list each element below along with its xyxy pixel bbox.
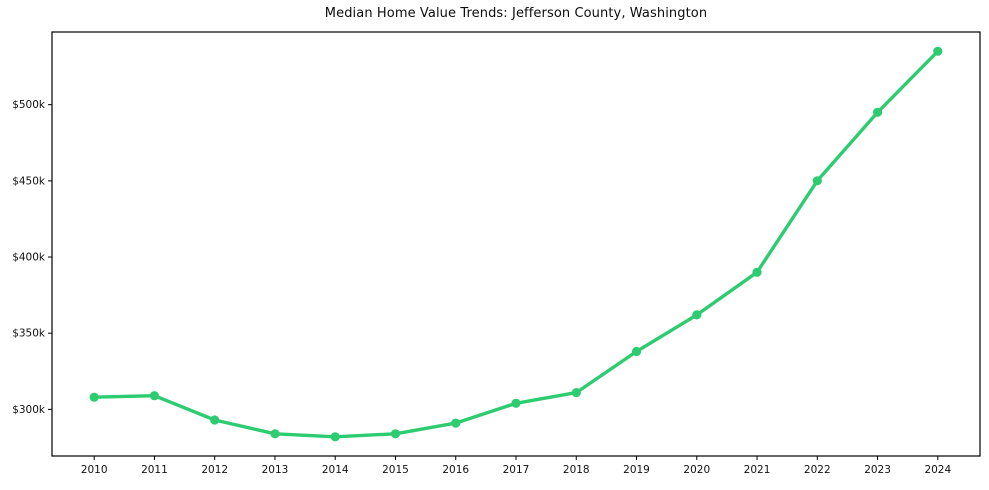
chart-title: Median Home Value Trends: Jefferson Coun…: [324, 6, 708, 21]
data-point-2024: [933, 46, 943, 56]
data-point-2019: [631, 346, 642, 357]
data-point-2011: [149, 391, 159, 401]
x-tick-label: 2011: [141, 464, 168, 476]
x-tick-label: 2013: [262, 464, 289, 476]
x-tick-label: 2018: [563, 464, 590, 476]
data-point-2021: [752, 267, 762, 277]
y-tick-label: $500k: [12, 99, 46, 111]
data-point-2018: [571, 388, 581, 398]
data-point-2023: [873, 107, 883, 117]
data-point-2013: [270, 429, 280, 439]
data-point-2014: [330, 432, 340, 442]
data-point-2022: [812, 176, 822, 186]
x-tick-label: 2012: [201, 464, 228, 476]
x-tick-label: 2016: [442, 464, 469, 476]
y-tick-label: $450k: [12, 175, 46, 187]
x-tick-label: 2014: [322, 464, 349, 476]
x-tick-label: 2015: [382, 464, 409, 476]
x-tick-label: 2024: [924, 464, 951, 476]
x-tick-label: 2022: [804, 464, 831, 476]
data-point-2010: [89, 392, 99, 402]
x-tick-label: 2021: [744, 464, 771, 476]
data-point-2017: [511, 398, 521, 408]
x-tick-label: 2019: [623, 464, 650, 476]
plot-area: [52, 32, 980, 456]
x-tick-label: 2010: [81, 464, 108, 476]
data-point-2016: [451, 418, 461, 428]
y-tick-label: $400k: [12, 252, 46, 264]
data-point-2015: [390, 429, 401, 439]
data-point-2020: [692, 310, 702, 320]
x-tick-label: 2023: [864, 464, 891, 476]
data-point-2012: [210, 415, 220, 425]
y-tick-label: $300k: [12, 404, 46, 416]
x-tick-label: 2020: [683, 464, 710, 476]
x-tick-label: 2017: [503, 464, 530, 476]
y-tick-label: $350k: [12, 328, 46, 340]
axes-frame: [51, 31, 981, 457]
